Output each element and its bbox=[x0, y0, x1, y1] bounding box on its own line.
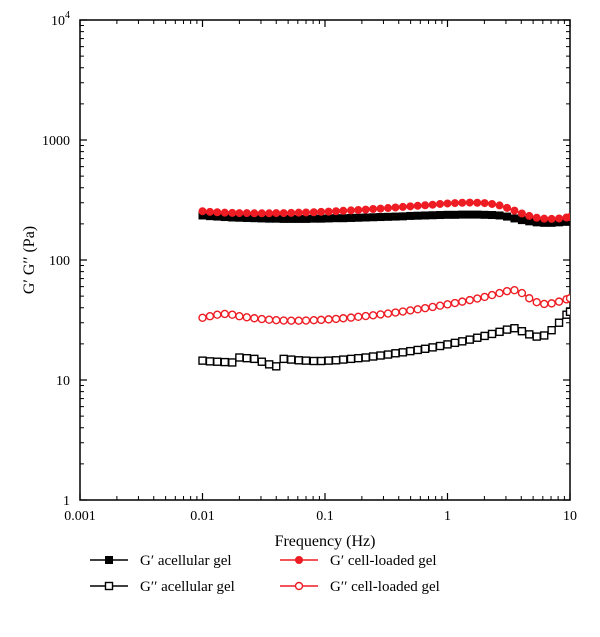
plot-area bbox=[199, 199, 574, 370]
y-tick-label: 10 bbox=[56, 374, 70, 389]
legend-label: G′′ cell-loaded gel bbox=[330, 579, 440, 595]
x-axis: 0.001 0.01 0.1 1 10 bbox=[64, 20, 577, 524]
chart-container: 0.0010.010.1110Frequency (Hz)11010010001… bbox=[0, 0, 600, 637]
x-tick-label: 10 bbox=[563, 509, 577, 524]
y-tick-label: 1000 bbox=[42, 134, 70, 149]
chart-svg: 0.0010.010.1110Frequency (Hz)11010010001… bbox=[0, 0, 600, 637]
x-axis-label: Frequency (Hz) bbox=[275, 533, 376, 550]
legend-item-g_prime_cell: G′ cell-loaded gel bbox=[280, 553, 437, 569]
legend-item-g_dprime_acellular: G′′ acellular gel bbox=[90, 579, 235, 595]
y-tick-label: 100 bbox=[49, 254, 70, 269]
y-axis: 1 10 100 1000 104 bbox=[42, 10, 570, 509]
legend: G′ acellular gel G′ cell-loaded gel G′′ ac… bbox=[90, 553, 440, 595]
legend-item-g_dprime_cell: G′′ cell-loaded gel bbox=[280, 579, 440, 595]
legend-label: G′ cell-loaded gel bbox=[330, 553, 437, 569]
y-axis-label: G′ G′′ (Pa) bbox=[21, 226, 38, 294]
x-tick-label: 0.01 bbox=[190, 509, 215, 524]
series-g_dprime_cell bbox=[199, 287, 574, 324]
legend-label: G′′ acellular gel bbox=[140, 579, 235, 595]
legend-label: G′ acellular gel bbox=[140, 553, 232, 569]
y-tick-label: 104 bbox=[51, 10, 70, 29]
x-tick-label: 1 bbox=[444, 509, 451, 524]
y-tick-label: 1 bbox=[63, 494, 70, 509]
plot-frame bbox=[80, 20, 570, 500]
x-tick-label: 0.1 bbox=[316, 509, 334, 524]
legend-item-g_prime_acellular: G′ acellular gel bbox=[90, 553, 232, 569]
x-tick-label: 0.001 bbox=[64, 509, 96, 524]
